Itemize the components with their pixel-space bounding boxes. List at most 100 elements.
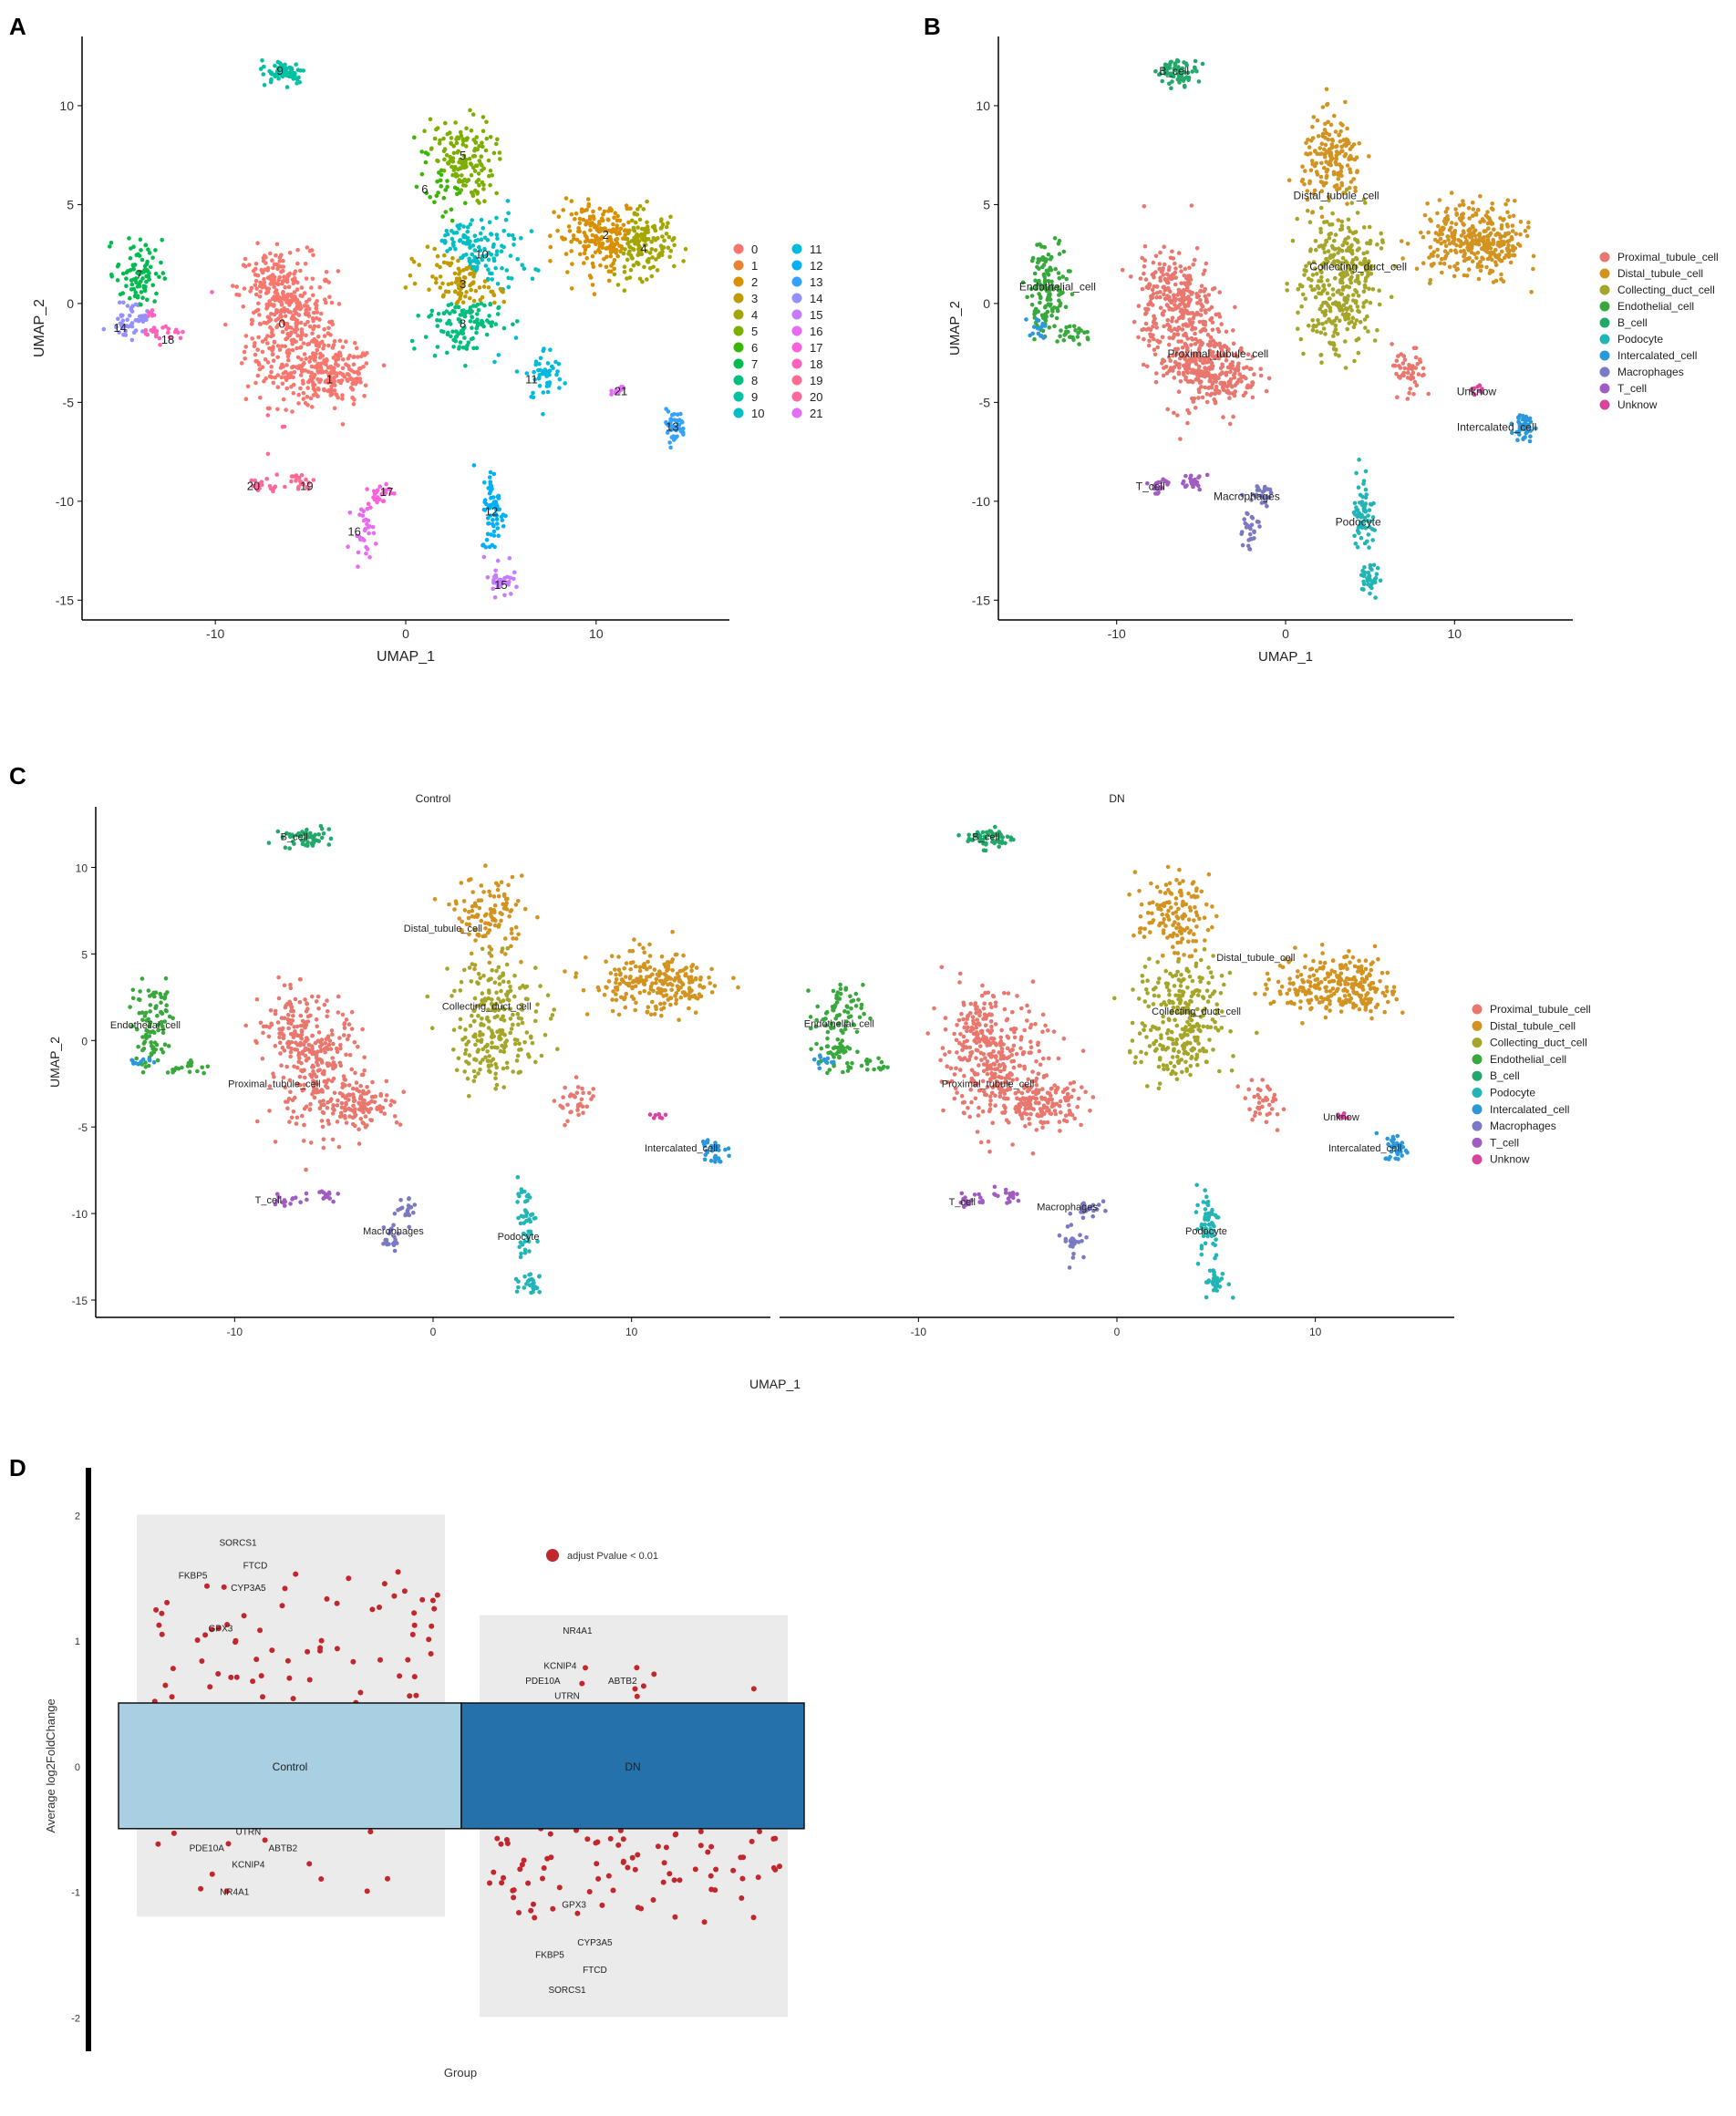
cell-point <box>598 263 603 268</box>
cell-point <box>135 294 140 299</box>
cell-point <box>409 338 415 344</box>
cell-point <box>1179 339 1183 344</box>
cluster-label: 18 <box>161 333 174 346</box>
cell-point <box>1199 302 1204 306</box>
cell-point <box>1329 222 1335 227</box>
cell-point <box>330 1056 336 1060</box>
cell-point <box>675 428 679 432</box>
cell-point <box>363 383 368 388</box>
cell-point <box>277 1031 282 1036</box>
cell-point <box>334 358 338 363</box>
cell-point <box>1439 241 1443 246</box>
cell-point <box>282 983 287 988</box>
cell-point <box>490 277 494 282</box>
cell-point <box>536 268 541 273</box>
cell-point <box>336 1010 341 1015</box>
cell-point <box>360 1120 366 1125</box>
cell-point <box>449 140 453 146</box>
cell-point <box>383 490 388 495</box>
cell-point <box>531 390 535 396</box>
cell-point <box>361 364 366 369</box>
cell-point <box>639 226 645 232</box>
cell-point <box>515 257 520 262</box>
y-tick-label: 0 <box>983 296 990 311</box>
cell-point <box>280 424 285 429</box>
cell-point <box>1295 216 1299 222</box>
cell-point <box>1322 154 1328 160</box>
cell-point <box>466 915 471 921</box>
cell-point <box>315 347 320 353</box>
cell-point <box>542 367 548 372</box>
cell-point <box>1361 251 1366 256</box>
cell-point <box>1223 382 1227 387</box>
cell-point <box>1218 366 1224 371</box>
cell-point <box>1263 484 1267 490</box>
cell-point <box>1143 306 1148 312</box>
cell-point <box>329 1097 334 1101</box>
cell-point <box>1153 69 1158 74</box>
cell-point <box>1039 284 1045 288</box>
cell-point <box>460 919 465 924</box>
cell-point <box>1362 284 1368 289</box>
cell-point <box>522 266 527 272</box>
cell-point <box>1476 276 1482 282</box>
cell-point <box>623 996 627 1000</box>
cell-point <box>613 390 618 396</box>
cell-point <box>1367 508 1372 512</box>
cell-point <box>475 323 480 328</box>
cell-point <box>590 283 595 287</box>
cell-point <box>1309 159 1315 163</box>
cell-point <box>491 471 497 477</box>
cell-point <box>1507 214 1512 219</box>
cell-point <box>1339 223 1345 229</box>
cell-point <box>675 412 680 418</box>
cell-point <box>647 251 653 255</box>
cell-point <box>1170 79 1174 84</box>
cell-point <box>489 232 494 237</box>
cell-point <box>652 967 657 972</box>
cell-point <box>604 245 610 251</box>
cell-point <box>1374 572 1380 576</box>
cell-point <box>492 923 498 928</box>
cell-point <box>247 263 252 267</box>
cell-point <box>296 1059 302 1064</box>
cell-point <box>1144 310 1149 315</box>
cell-point <box>325 1106 330 1110</box>
cell-point <box>1190 311 1195 315</box>
cell-point <box>1183 484 1188 490</box>
cell-point <box>1173 306 1178 311</box>
cell-point <box>349 1027 355 1031</box>
cell-point <box>1370 287 1376 292</box>
legend-label: 18 <box>810 357 822 371</box>
cell-point <box>1461 199 1465 203</box>
cell-point <box>142 316 148 321</box>
cell-point <box>120 291 126 295</box>
cell-point <box>1338 121 1343 126</box>
cell-point <box>460 173 464 178</box>
cell-point <box>140 295 145 301</box>
cell-point <box>1144 327 1149 332</box>
y-tick-label: 5 <box>67 197 74 212</box>
cell-point <box>597 220 602 224</box>
cell-point <box>352 397 356 402</box>
cell-point <box>608 237 614 243</box>
cell-point <box>1375 242 1380 247</box>
cell-point <box>569 286 574 291</box>
cell-point <box>373 1094 378 1099</box>
cell-point <box>670 957 675 962</box>
cell-point <box>1219 380 1224 386</box>
cell-point <box>1193 331 1197 336</box>
cell-point <box>1311 115 1317 119</box>
cell-point <box>1311 191 1316 196</box>
cell-point <box>1462 253 1467 258</box>
cell-point <box>484 912 489 917</box>
cell-point <box>1377 302 1382 307</box>
cell-point <box>442 253 447 258</box>
cell-point <box>642 978 647 984</box>
cell-point <box>1196 294 1201 299</box>
cell-point <box>1362 541 1368 546</box>
cell-point <box>1297 283 1303 287</box>
cell-point <box>1339 261 1345 265</box>
cell-point <box>275 373 281 377</box>
cell-point <box>1151 272 1156 276</box>
